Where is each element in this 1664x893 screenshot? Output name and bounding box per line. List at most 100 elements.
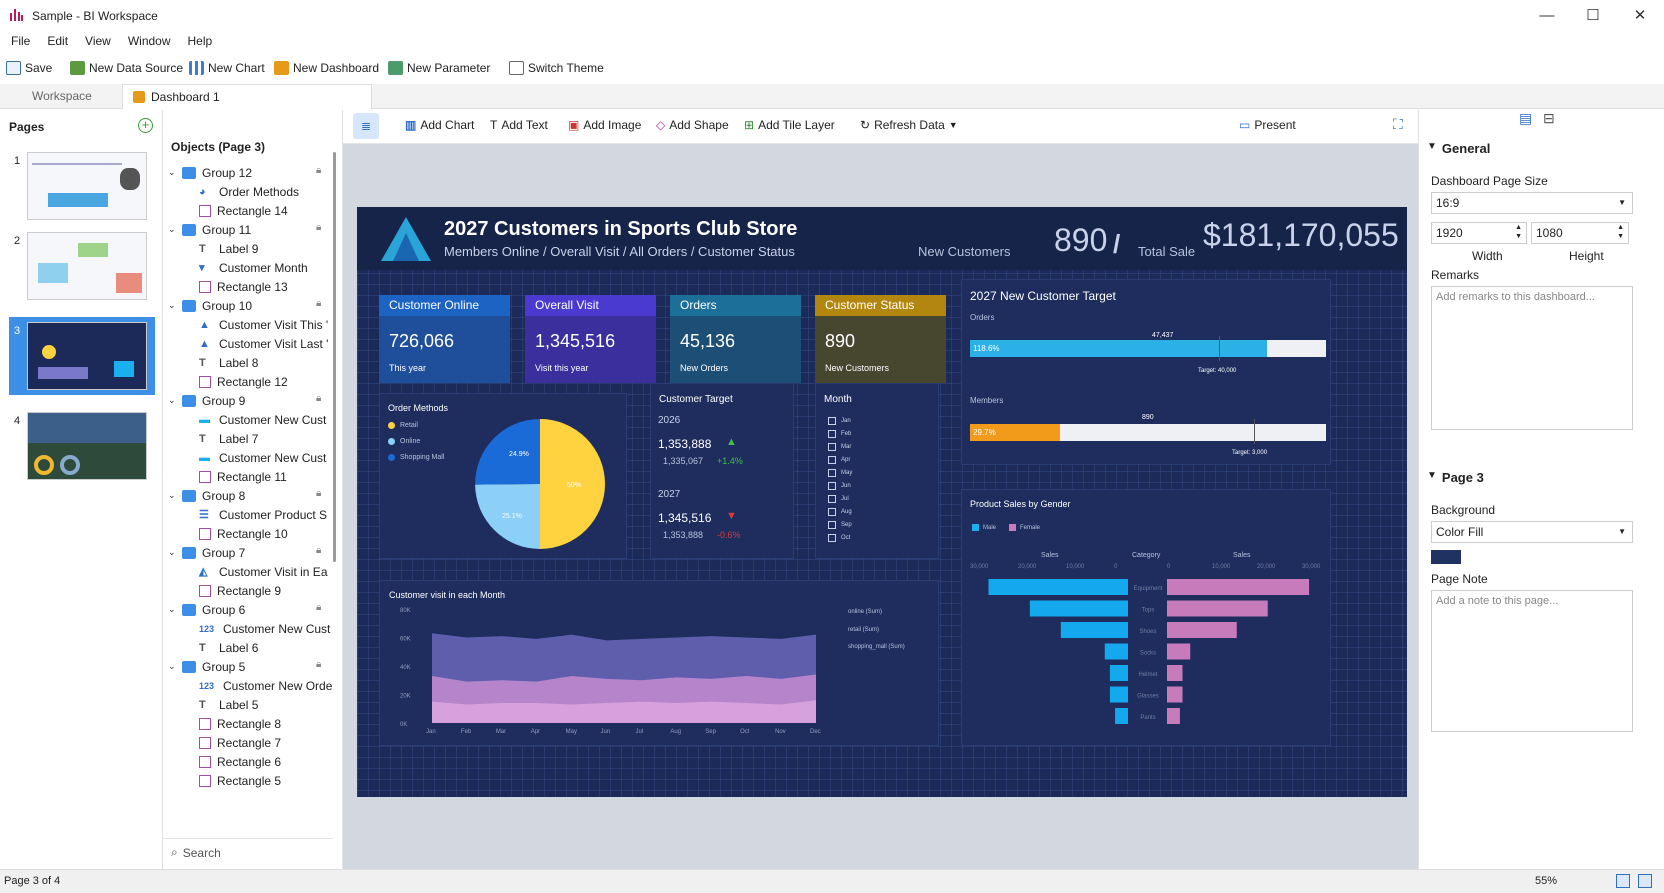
properties-view-icon[interactable]: ▤	[1519, 110, 1533, 126]
checkbox[interactable]	[828, 482, 836, 490]
month-checkbox-item[interactable]: Jun	[828, 482, 851, 490]
lock-icon[interactable]: 🔒︎	[316, 393, 322, 404]
tab-workspace[interactable]: Workspace	[32, 89, 92, 103]
object-row-group[interactable]: ⌄ Group 11	[163, 220, 338, 239]
month-checkbox-item[interactable]: Feb	[828, 430, 851, 438]
month-checkbox-item[interactable]: Oct	[828, 534, 850, 542]
object-row-group[interactable]: ⌄ Group 6	[163, 600, 338, 619]
object-row-group[interactable]: ⌄ Group 8	[163, 486, 338, 505]
lock-icon[interactable]: 🔒︎	[316, 659, 322, 670]
object-row-label[interactable]: T Label 6	[163, 638, 338, 657]
page-size-select[interactable]: 16:9 ▼	[1431, 192, 1633, 214]
page-thumbnail-2[interactable]	[27, 232, 147, 300]
month-checkbox-item[interactable]: Jul	[828, 495, 849, 503]
object-row-bar[interactable]: ▬ Customer New Cust	[163, 410, 338, 429]
objects-search[interactable]: ⌕ Search	[163, 838, 333, 866]
object-row-num[interactable]: 123 Customer New Orde	[163, 676, 338, 695]
object-row-rect[interactable]: Rectangle 8	[163, 714, 338, 733]
object-row-label[interactable]: T Label 5	[163, 695, 338, 714]
switch-theme-button[interactable]: Switch Theme	[509, 61, 604, 75]
background-color-swatch[interactable]	[1431, 550, 1461, 564]
chevron-down-icon[interactable]: ⌄	[168, 604, 176, 614]
add-tile-layer-button[interactable]: ⊞ Add Tile Layer	[744, 118, 835, 132]
object-row-rect[interactable]: Rectangle 12	[163, 372, 338, 391]
chevron-down-icon[interactable]: ⌄	[168, 395, 176, 405]
checkbox[interactable]	[828, 430, 836, 438]
menu-view[interactable]: View	[85, 34, 111, 48]
menu-window[interactable]: Window	[127, 34, 171, 48]
chevron-down-icon[interactable]: ⌄	[168, 661, 176, 671]
tab-dashboard-1[interactable]: Dashboard 1	[122, 84, 372, 109]
object-row-group[interactable]: ⌄ Group 5	[163, 657, 338, 676]
object-row-bar[interactable]: ▬ Customer New Cust	[163, 448, 338, 467]
add-page-button[interactable]: +	[138, 118, 153, 133]
spinner-icon[interactable]: ▲ ▼	[1515, 224, 1522, 240]
object-row-kpi[interactable]: ▲ Customer Visit This '	[163, 315, 338, 334]
add-image-button[interactable]: ▣ Add Image	[568, 118, 642, 132]
checkbox[interactable]	[828, 534, 836, 542]
background-select[interactable]: Color Fill ▼	[1431, 521, 1633, 543]
object-row-rect[interactable]: Rectangle 11	[163, 467, 338, 486]
month-checkbox-item[interactable]: May	[828, 469, 852, 477]
checkbox[interactable]	[828, 508, 836, 516]
object-row-rect[interactable]: Rectangle 14	[163, 201, 338, 220]
spinner-icon[interactable]: ▲ ▼	[1617, 224, 1624, 240]
month-checkbox-item[interactable]: Apr	[828, 456, 850, 464]
general-section-header[interactable]: ▼ General	[1427, 141, 1491, 156]
objects-scrollbar[interactable]	[333, 152, 336, 562]
chevron-down-icon[interactable]: ⌄	[168, 167, 176, 177]
checkbox[interactable]	[828, 521, 836, 529]
menu-help[interactable]: Help	[187, 34, 213, 48]
object-row-rect[interactable]: Rectangle 9	[163, 581, 338, 600]
add-text-button[interactable]: T Add Text	[490, 118, 548, 132]
object-row-area[interactable]: ◭ Customer Visit in Ea	[163, 562, 338, 581]
page-section-header[interactable]: ▼ Page 3	[1427, 470, 1484, 485]
month-checkbox-item[interactable]: Sep	[828, 521, 852, 529]
page-thumbnail-4[interactable]	[27, 412, 147, 480]
lock-icon[interactable]: 🔒︎	[316, 602, 322, 613]
object-row-rect[interactable]: Rectangle 5	[163, 771, 338, 790]
menu-edit[interactable]: Edit	[47, 34, 69, 48]
maximize-button[interactable]: ☐	[1586, 7, 1600, 24]
minimize-button[interactable]: —	[1539, 7, 1555, 24]
lock-icon[interactable]: 🔒︎	[316, 165, 322, 176]
object-row-pie[interactable]: ◕ Order Methods	[163, 182, 338, 201]
page-thumbnail-1[interactable]	[27, 152, 147, 220]
object-row-rect[interactable]: Rectangle 13	[163, 277, 338, 296]
object-row-kpi[interactable]: ▲ Customer Visit Last '	[163, 334, 338, 353]
month-checkbox-item[interactable]: Mar	[828, 443, 851, 451]
checkbox[interactable]	[828, 469, 836, 477]
save-button[interactable]: Save	[6, 61, 52, 75]
add-chart-button[interactable]: ▥ Add Chart	[405, 118, 475, 132]
split-view-icon[interactable]	[1638, 874, 1652, 888]
remarks-textarea[interactable]: Add remarks to this dashboard...	[1431, 286, 1633, 430]
checkbox[interactable]	[828, 456, 836, 464]
fullscreen-icon[interactable]: ⛶	[1393, 116, 1403, 132]
object-row-filter[interactable]: ▾ Customer Month	[163, 258, 338, 277]
new-data-source-button[interactable]: New Data Source	[70, 61, 183, 75]
objects-list-toggle[interactable]: ≣	[353, 113, 379, 139]
object-row-group[interactable]: ⌄ Group 7	[163, 543, 338, 562]
object-row-group[interactable]: ⌄ Group 9	[163, 391, 338, 410]
add-shape-button[interactable]: ◇ Add Shape	[656, 118, 729, 132]
object-row-label[interactable]: T Label 9	[163, 239, 338, 258]
object-row-rect[interactable]: Rectangle 7	[163, 733, 338, 752]
chevron-down-icon[interactable]: ⌄	[168, 490, 176, 500]
lock-icon[interactable]: 🔒︎	[316, 545, 322, 556]
refresh-data-button[interactable]: ↻ Refresh Data ▼	[860, 118, 958, 132]
lock-icon[interactable]: 🔒︎	[316, 488, 322, 499]
new-dashboard-button[interactable]: New Dashboard	[274, 61, 379, 75]
object-row-label[interactable]: T Label 8	[163, 353, 338, 372]
object-row-group[interactable]: ⌄ Group 12	[163, 163, 338, 182]
chevron-down-icon[interactable]: ⌄	[168, 300, 176, 310]
page-note-textarea[interactable]: Add a note to this page...	[1431, 590, 1633, 732]
lock-icon[interactable]: 🔒︎	[316, 222, 322, 233]
object-row-rect[interactable]: Rectangle 10	[163, 524, 338, 543]
chevron-down-icon[interactable]: ⌄	[168, 547, 176, 557]
object-row-rect[interactable]: Rectangle 6	[163, 752, 338, 771]
single-view-icon[interactable]	[1616, 874, 1630, 888]
checkbox[interactable]	[828, 495, 836, 503]
object-row-label[interactable]: T Label 7	[163, 429, 338, 448]
object-row-funnel[interactable]: ☰ Customer Product S	[163, 505, 338, 524]
height-input[interactable]: 1080 ▲ ▼	[1531, 222, 1629, 244]
